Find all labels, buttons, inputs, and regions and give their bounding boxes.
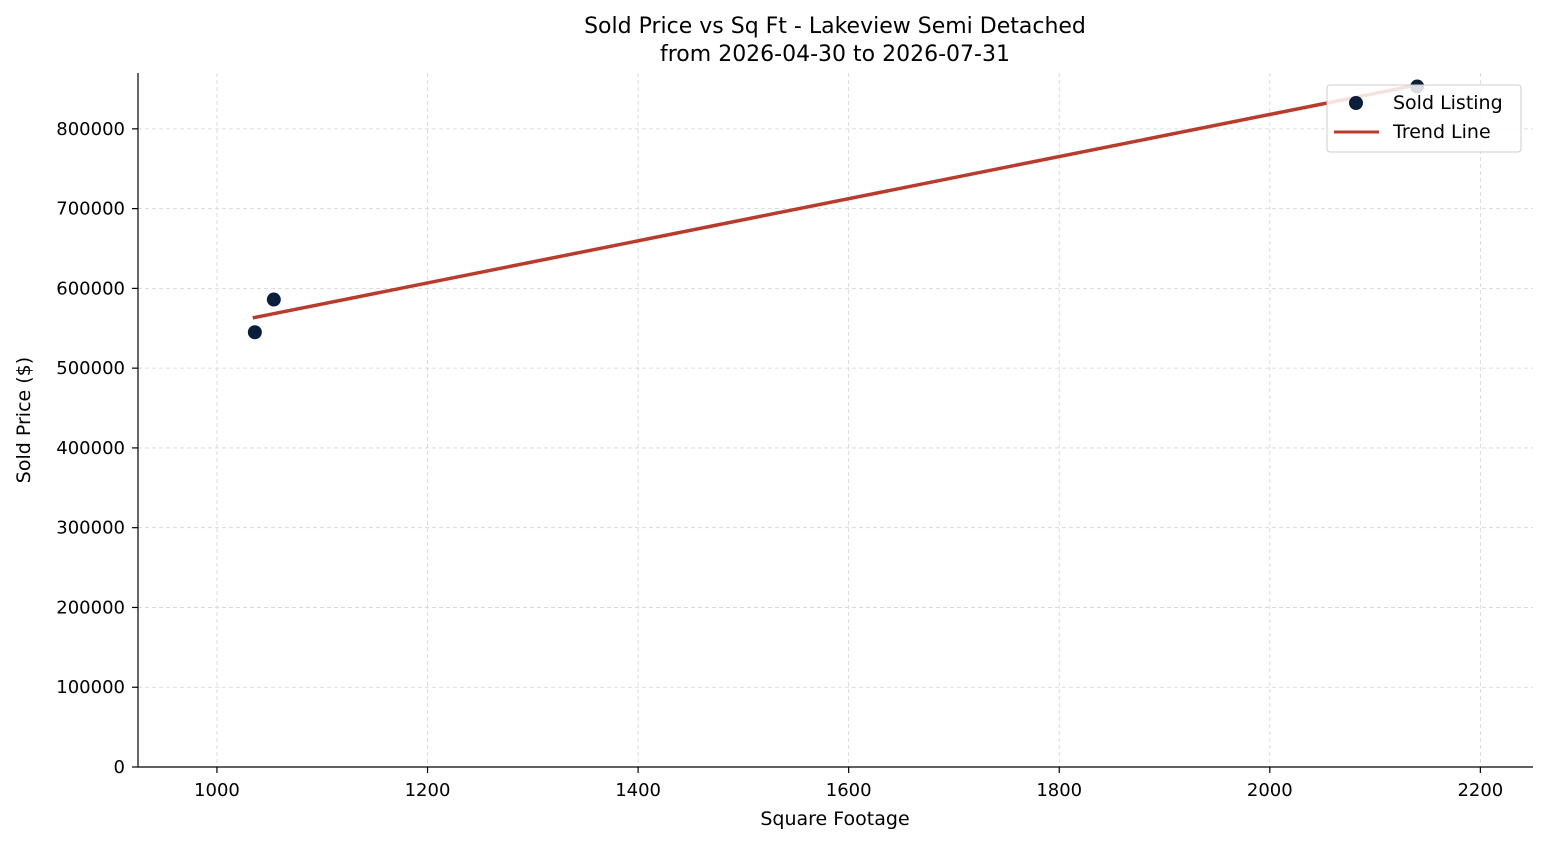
- y-tick-label: 600000: [56, 278, 125, 299]
- sold-listing-point: [247, 325, 262, 340]
- y-tick-label: 300000: [56, 518, 125, 539]
- x-tick-label: 2000: [1247, 780, 1293, 801]
- x-tick-label: 1800: [1036, 780, 1082, 801]
- y-tick-label: 700000: [56, 199, 125, 220]
- y-tick-label: 500000: [56, 358, 125, 379]
- trend-line: [252, 83, 1418, 320]
- x-tick-label: 2200: [1457, 780, 1503, 801]
- series-layer: [247, 79, 1425, 340]
- grid-layer: [138, 73, 1533, 768]
- legend-marker-sold-listing: [1349, 96, 1363, 110]
- x-tick-label: 1000: [194, 780, 240, 801]
- sold-listing-point: [266, 292, 281, 307]
- x-tick-label: 1600: [826, 780, 872, 801]
- y-axis-title: Sold Price ($): [13, 357, 35, 483]
- x-tick-label: 1400: [615, 780, 661, 801]
- y-tick-label: 100000: [56, 677, 125, 698]
- legend-box: [1326, 84, 1522, 153]
- y-tick-label: 200000: [56, 597, 125, 618]
- x-axis-title: Square Footage: [760, 808, 909, 830]
- axes-layer: [137, 73, 1533, 768]
- legend: Sold Listing Trend Line: [1326, 84, 1522, 153]
- x-tick-label: 1200: [405, 780, 451, 801]
- chart-title: Sold Price vs Sq Ft - Lakeview Semi Deta…: [584, 14, 1086, 39]
- ticks-layer: 1000 1200 1400 1600 1800 2000 2200 0 100000 20000…: [56, 119, 1503, 801]
- y-tick-label: 0: [114, 757, 125, 778]
- chart-subtitle: from 2026-04-30 to 2026-07-31: [660, 42, 1010, 67]
- legend-label-sold-listing: Sold Listing: [1393, 92, 1503, 114]
- y-tick-label: 400000: [56, 438, 125, 459]
- y-tick-label: 800000: [56, 119, 125, 140]
- legend-label-trend-line: Trend Line: [1392, 121, 1491, 143]
